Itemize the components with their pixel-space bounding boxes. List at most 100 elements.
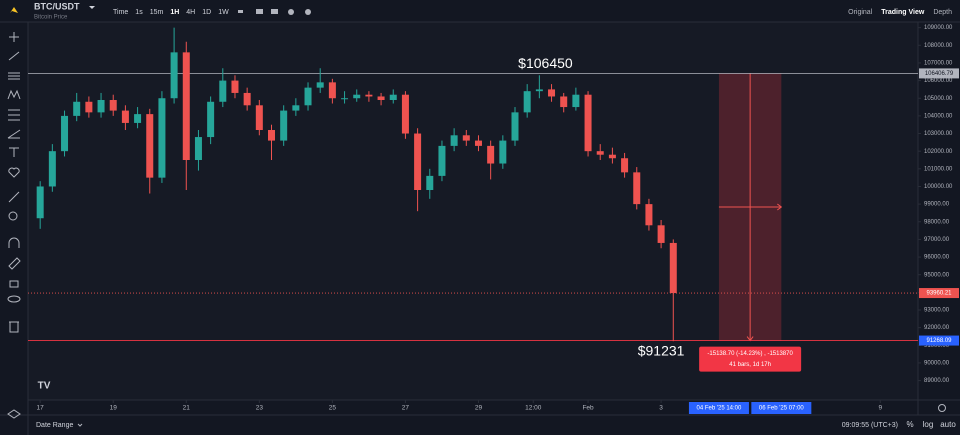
- left-toolbar: [7, 7, 21, 419]
- interval-button[interactable]: 1W: [218, 9, 229, 16]
- y-tick-label: 92000.00: [924, 325, 950, 331]
- candle-body: [61, 115, 69, 152]
- candle-body: [474, 140, 482, 146]
- candle-body: [121, 110, 129, 123]
- x-tick-label: 25: [329, 405, 337, 412]
- star-icon[interactable]: [10, 7, 18, 13]
- shape-tool[interactable]: [7, 129, 21, 139]
- candle-body: [48, 151, 56, 187]
- interval-button[interactable]: 4H: [186, 9, 195, 16]
- candle-body: [657, 225, 665, 243]
- symbol[interactable]: BTC/USDT: [34, 1, 80, 11]
- candle-body: [414, 133, 422, 190]
- y-tick-label: 96000.00: [924, 255, 950, 261]
- view-tab[interactable]: Original: [848, 9, 873, 16]
- x-tick-label: 21: [183, 405, 191, 412]
- y-tick-label: 89000.00: [924, 378, 950, 384]
- candle-body: [621, 158, 629, 173]
- clock: 09:09:55 (UTC+3): [842, 422, 898, 429]
- subtitle: Bitcoin Price: [34, 15, 68, 21]
- heart-tool[interactable]: [8, 167, 20, 178]
- interval-button[interactable]: 1s: [135, 9, 143, 16]
- date-range-arrow[interactable]: [77, 423, 83, 427]
- candle-body: [487, 145, 495, 164]
- measure-label-box: [699, 346, 802, 372]
- view-tab[interactable]: Trading View: [881, 9, 925, 16]
- annotation: $106450: [518, 55, 573, 71]
- candle-body: [134, 114, 142, 123]
- visibility-tool[interactable]: [7, 295, 21, 303]
- fib-tool[interactable]: [8, 72, 20, 80]
- candle-body: [109, 100, 117, 111]
- x-tick-label: 17: [37, 405, 45, 412]
- candle-body: [535, 89, 543, 92]
- candle-body: [85, 101, 93, 113]
- lock-tool[interactable]: [9, 280, 19, 288]
- y-tick-label: 100000.00: [924, 184, 953, 190]
- layers-icon[interactable]: [7, 409, 21, 419]
- y-tick-label: 108000.00: [924, 43, 953, 49]
- draw-mode-tool[interactable]: [8, 257, 21, 270]
- candle-body: [584, 94, 592, 152]
- candle-body: [353, 94, 361, 99]
- x-tick-label: 9: [878, 405, 882, 412]
- interval-button[interactable]: 15m: [150, 9, 164, 16]
- range-tick-box: [688, 402, 749, 414]
- price-level-label: 93960.21: [926, 291, 952, 297]
- candle-body: [280, 110, 288, 141]
- measure-label: 41 bars, 1d 17h: [729, 362, 771, 368]
- candle-body: [219, 80, 227, 102]
- view-tab[interactable]: Depth: [933, 9, 952, 16]
- text-tool[interactable]: [9, 147, 19, 157]
- gear-icon[interactable]: [305, 9, 311, 15]
- y-tick-label: 101000.00: [924, 166, 953, 172]
- candle-body: [243, 92, 251, 106]
- pattern-tool[interactable]: [7, 89, 21, 100]
- settings-button[interactable]: [938, 404, 946, 412]
- delete-tool[interactable]: [9, 321, 19, 333]
- date-range[interactable]: Date Range: [36, 422, 73, 429]
- x-tick-label: 23: [256, 405, 264, 412]
- interval-button[interactable]: 1D: [202, 9, 211, 16]
- candle-body: [438, 145, 446, 176]
- candle-body: [158, 98, 166, 178]
- settings-icon[interactable]: [288, 9, 294, 15]
- symbol-dropdown[interactable]: [89, 6, 95, 9]
- candle-body: [207, 101, 215, 138]
- scale-option[interactable]: auto: [940, 420, 956, 429]
- zoom-tool[interactable]: [8, 211, 18, 221]
- scale-option[interactable]: %: [906, 420, 913, 429]
- y-tick-label: 95000.00: [924, 272, 950, 278]
- candle-type-icon[interactable]: [256, 9, 263, 14]
- x-tick-label: Feb: [582, 405, 594, 412]
- y-tick-label: 109000.00: [924, 25, 953, 31]
- candle-body: [633, 172, 641, 205]
- forecast-tool[interactable]: [8, 109, 20, 121]
- candle-body: [170, 52, 178, 99]
- range-tick-label: 04 Feb '25 14:00: [697, 406, 743, 412]
- interval-button[interactable]: Time: [113, 9, 128, 16]
- indicator-icon[interactable]: [238, 10, 243, 13]
- interval-button[interactable]: 1H: [170, 9, 179, 16]
- candle-body: [389, 94, 397, 100]
- range-tick-label: 06 Feb '25 07:00: [759, 406, 805, 412]
- x-tick-label: 3: [659, 405, 663, 412]
- candle-body: [669, 242, 677, 294]
- magnet-tool[interactable]: [8, 237, 20, 248]
- scale-option[interactable]: log: [923, 420, 934, 429]
- cross-tool[interactable]: [9, 32, 19, 42]
- y-tick-label: 106000.00: [924, 78, 953, 84]
- candle-body: [462, 135, 470, 141]
- candle-body: [182, 52, 190, 161]
- x-tick-label: 12:00: [525, 405, 542, 412]
- ruler-tool[interactable]: [8, 191, 20, 203]
- candle-body: [194, 137, 202, 160]
- layout-icon[interactable]: [271, 9, 278, 14]
- candle-body: [523, 91, 531, 113]
- y-tick-label: 93000.00: [924, 308, 950, 314]
- price-level-box: [919, 335, 959, 346]
- price-level-label: 91268.09: [926, 338, 952, 344]
- line-tool[interactable]: [8, 51, 20, 61]
- y-tick-label: 99000.00: [924, 202, 950, 208]
